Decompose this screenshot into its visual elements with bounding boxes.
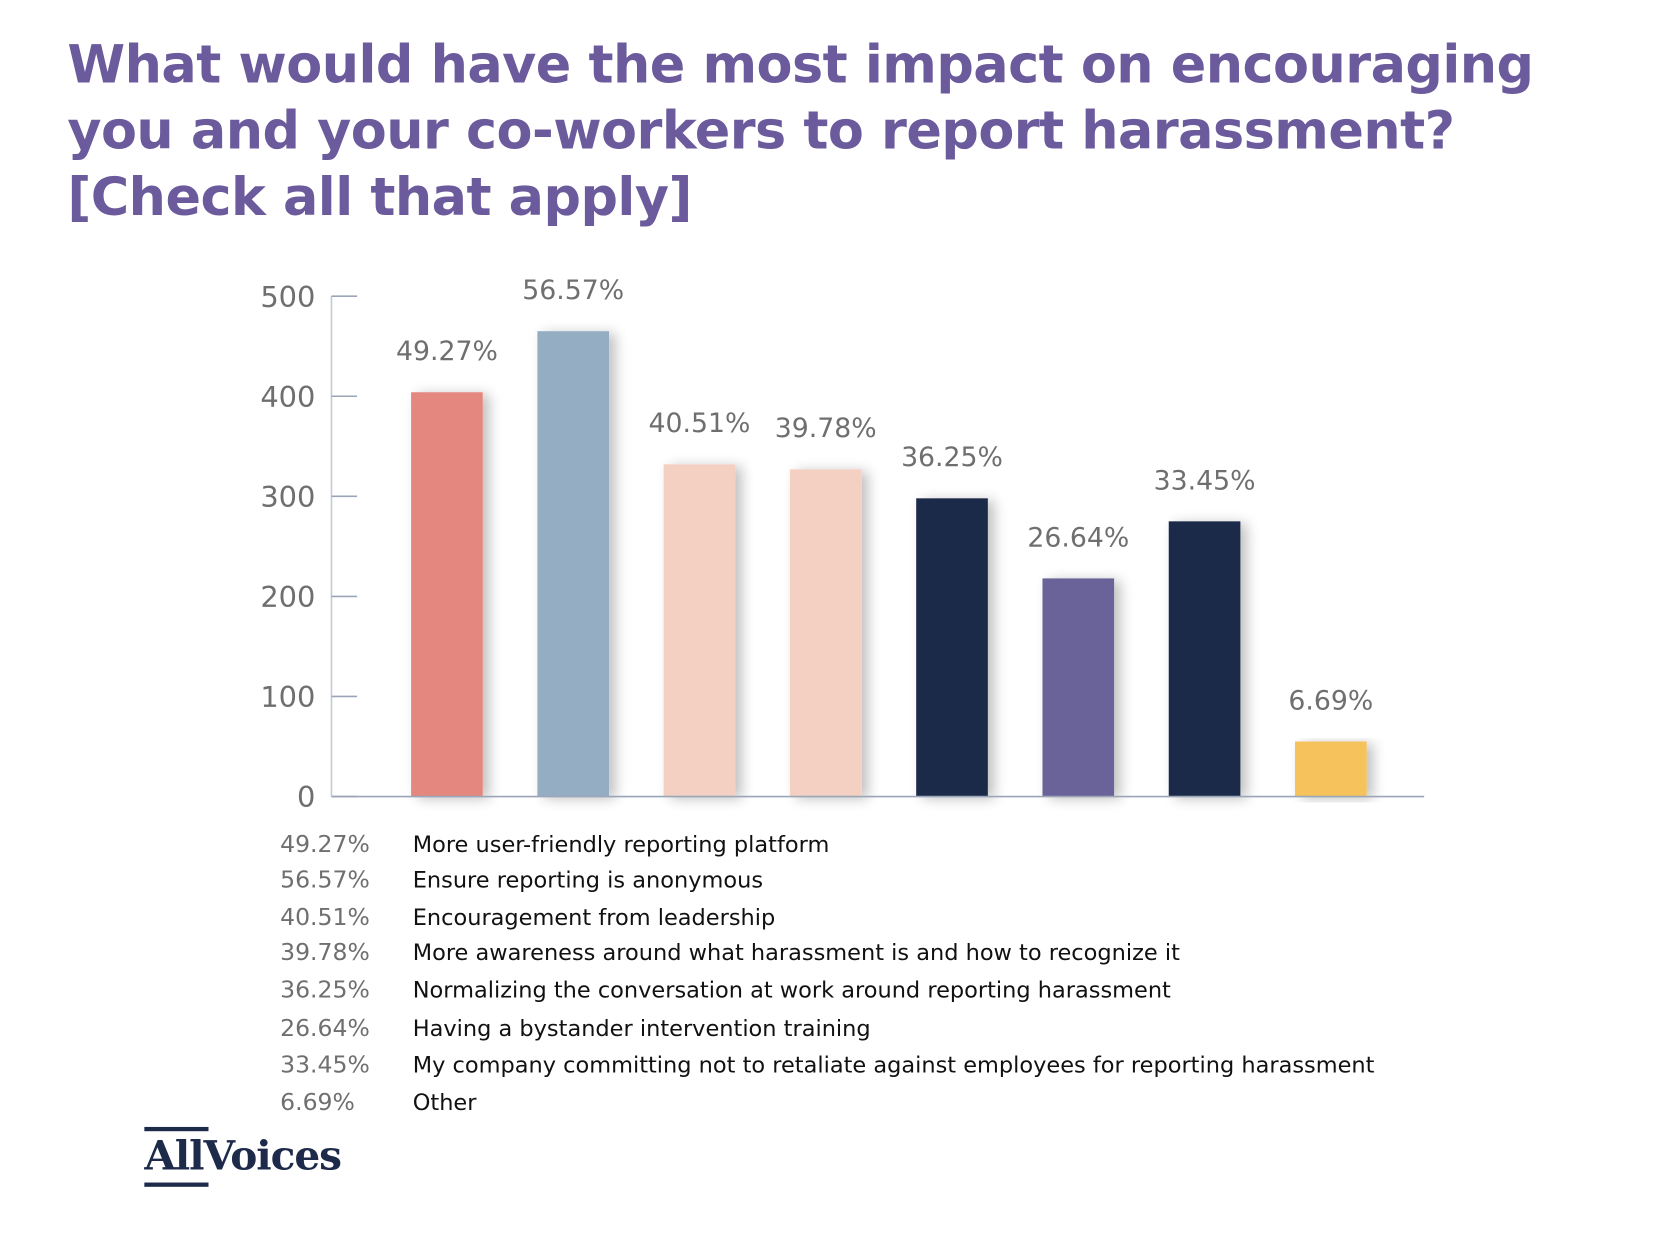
legend-percent: 36.25% (280, 977, 370, 1004)
bar-data-label: 56.57% (522, 275, 624, 306)
legend-percent: 49.27% (280, 831, 370, 859)
logo-text: AllVoices (144, 1131, 342, 1180)
bar (411, 392, 483, 797)
chart-title: What would have the most impact on encou… (67, 32, 1628, 231)
bar-chart: 0 100 200 300 400 500 49.27% 56.57% 40.51% 39.78%… (260, 275, 1425, 814)
legend-percent: 6.69% (280, 1089, 355, 1117)
bar-data-label: 33.45% (1154, 465, 1256, 496)
y-tick-label: 100 (260, 680, 315, 714)
legend-label: Ensure reporting is anonymous (412, 867, 764, 893)
y-tick-label: 400 (260, 380, 315, 414)
legend-label: Normalizing the conversation at work aro… (412, 977, 1171, 1003)
legend-label: Encouragement from leadership (412, 904, 776, 931)
bar-data-label: 49.27% (396, 336, 498, 367)
y-tick-label: 300 (260, 480, 315, 514)
bar (789, 469, 862, 797)
legend-label: My company committing not to retaliate a… (412, 1052, 1375, 1078)
bar-data-label: 26.64% (1027, 522, 1129, 553)
bar (1295, 741, 1367, 797)
title-line: you and your co-workers to report harass… (67, 100, 1455, 162)
legend-percent: 39.78% (280, 939, 370, 967)
bar-data-label: 36.25% (901, 442, 1003, 473)
bar (1168, 521, 1241, 797)
legend-label: More awareness around what harassment is… (412, 939, 1180, 966)
bar (663, 464, 736, 797)
bar-data-label: 6.69% (1288, 685, 1373, 716)
y-tick-label: 0 (297, 780, 315, 814)
y-tick-label: 500 (260, 280, 315, 314)
bar-data-label: 40.51% (649, 408, 751, 439)
y-tick-label: 200 (260, 580, 315, 614)
bar (916, 498, 988, 797)
legend-percent: 40.51% (280, 904, 370, 932)
legend-percent: 33.45% (280, 1052, 370, 1079)
legend-percent: 26.64% (280, 1015, 370, 1043)
allvoices-logo: AllVoices (144, 1126, 358, 1189)
bar (537, 331, 610, 797)
title-line: What would have the most impact on encou… (67, 34, 1534, 96)
legend-label: Having a bystander intervention training (412, 1015, 871, 1042)
logo-underline (144, 1182, 209, 1187)
legend-label: More user-friendly reporting platform (412, 831, 830, 858)
bar-data-label: 39.78% (775, 413, 877, 444)
legend-label: Other (412, 1089, 477, 1116)
title-line: [Check all that apply] (67, 166, 692, 228)
logo-overline (144, 1126, 209, 1132)
bar (1042, 578, 1115, 797)
legend-percent: 56.57% (280, 867, 370, 894)
